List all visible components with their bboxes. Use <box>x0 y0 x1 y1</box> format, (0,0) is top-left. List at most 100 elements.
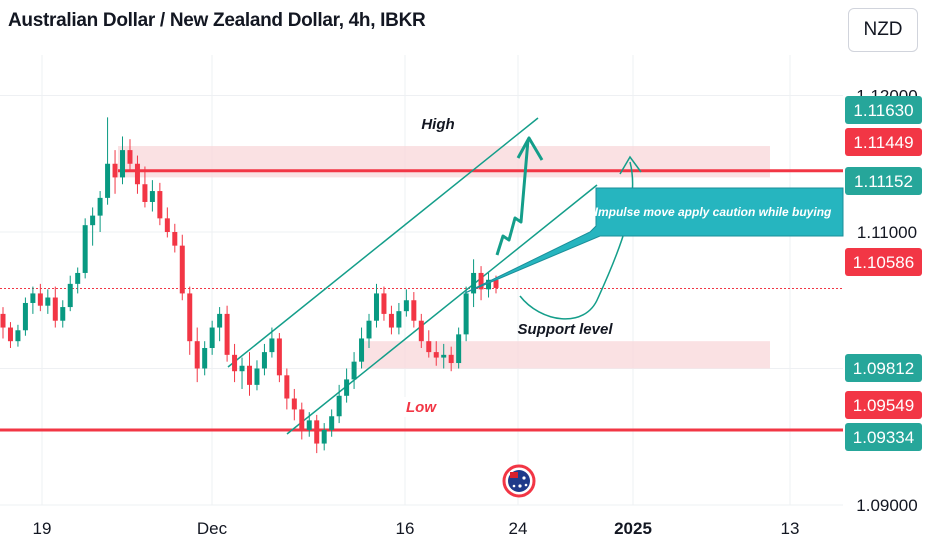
candle-up <box>344 379 350 396</box>
candle-up <box>15 330 21 342</box>
price-badge-label: 1.10586 <box>853 253 914 272</box>
candle-up <box>105 163 111 198</box>
candle-down <box>172 232 178 246</box>
candle-down <box>418 320 424 342</box>
candle-up <box>45 297 51 306</box>
candle-down <box>112 163 118 178</box>
candle-down <box>232 354 238 372</box>
price-badge <box>845 167 922 195</box>
candle-up <box>67 283 73 308</box>
candle-down <box>247 365 252 385</box>
candle-down <box>284 375 290 399</box>
candle-up <box>209 327 215 349</box>
candle-down <box>478 272 484 290</box>
candle-up <box>456 334 462 364</box>
price-badge <box>845 423 922 451</box>
support-level-label: Support level <box>517 321 613 338</box>
candle-up <box>217 313 223 328</box>
flag-union <box>510 472 518 478</box>
candle-down <box>7 327 13 342</box>
high-label: High <box>421 116 454 133</box>
candle-down <box>0 313 6 328</box>
zones-layer <box>118 146 770 369</box>
price-badge <box>845 354 922 382</box>
candle-up <box>463 293 469 335</box>
channel-upper-line <box>227 117 539 368</box>
time-tick-label: 13 <box>781 519 800 538</box>
candle-down <box>157 191 163 219</box>
candle-up <box>441 354 447 358</box>
price-badge-label: 1.11630 <box>853 101 913 120</box>
callout-box <box>464 187 844 294</box>
price-badge-label: 1.09549 <box>853 396 914 415</box>
candle-up <box>261 352 267 369</box>
candle-up <box>486 279 492 290</box>
candle-up <box>202 348 208 369</box>
candle-up <box>321 429 327 444</box>
time-tick-label: 19 <box>33 519 52 538</box>
candle-down <box>224 313 230 355</box>
price-badge-label: 1.09334 <box>853 428 914 447</box>
candle-down <box>276 338 282 376</box>
candle-up <box>75 272 81 284</box>
candle-down <box>493 279 499 288</box>
flag-star <box>518 484 522 488</box>
candle-down <box>448 354 454 364</box>
candle-up <box>149 191 155 202</box>
candle-up <box>396 311 402 328</box>
flag-star <box>512 484 516 488</box>
candle-up <box>82 225 88 273</box>
projection-drawings <box>464 136 844 320</box>
candles-layer <box>0 117 499 454</box>
time-axis[interactable]: 19 Dec 16 24 2025 13 <box>33 519 800 538</box>
time-tick-label: 24 <box>509 519 528 538</box>
price-axis[interactable]: 1.120001.110001.100001.090001.116301.114… <box>845 87 922 515</box>
candle-down <box>388 313 394 328</box>
price-badge <box>845 128 922 156</box>
candle-up <box>254 368 260 385</box>
candle-up <box>97 197 103 216</box>
zone-support <box>362 341 770 369</box>
zigzag-arrowhead <box>516 136 544 161</box>
time-tick-label: 2025 <box>614 519 652 538</box>
candle-down <box>164 218 170 232</box>
candle-down <box>433 352 439 358</box>
price-tick-label: 1.11000 <box>857 223 917 242</box>
candle-down <box>291 398 297 410</box>
currency-selector[interactable]: NZD <box>848 8 918 52</box>
candle-down <box>411 300 417 321</box>
candle-up <box>471 272 477 294</box>
price-badge <box>845 248 922 276</box>
candle-up <box>306 420 312 430</box>
time-tick-label: 16 <box>396 519 415 538</box>
zigzag-projection <box>495 139 530 256</box>
channel-lower-line <box>286 184 598 435</box>
flag-star <box>524 483 528 487</box>
candle-up <box>90 215 96 226</box>
candle-down <box>142 184 148 202</box>
candle-up <box>60 307 66 321</box>
price-badge <box>845 96 922 124</box>
chart-title: Australian Dollar / New Zealand Dollar, … <box>8 10 426 31</box>
flag-icon[interactable] <box>502 464 536 498</box>
candle-up <box>269 338 275 353</box>
candle-up <box>366 320 372 339</box>
time-tick-label: Dec <box>197 519 228 538</box>
candle-up <box>239 365 245 372</box>
candle-down <box>314 420 320 444</box>
price-badge <box>845 391 922 419</box>
low-label: Low <box>406 399 437 416</box>
candle-down <box>194 341 200 369</box>
callout-text: Impulse move apply caution while buying <box>595 205 832 219</box>
price-badge-label: 1.11449 <box>853 133 913 152</box>
candle-down <box>134 163 140 185</box>
low-label-backdrop <box>398 397 444 417</box>
candle-up <box>351 361 357 380</box>
candle-down <box>37 293 43 306</box>
curve-arrowhead <box>619 155 642 175</box>
candle-down <box>381 293 387 314</box>
candle-down <box>299 409 305 430</box>
candle-up <box>336 395 342 417</box>
candle-down <box>426 341 432 353</box>
